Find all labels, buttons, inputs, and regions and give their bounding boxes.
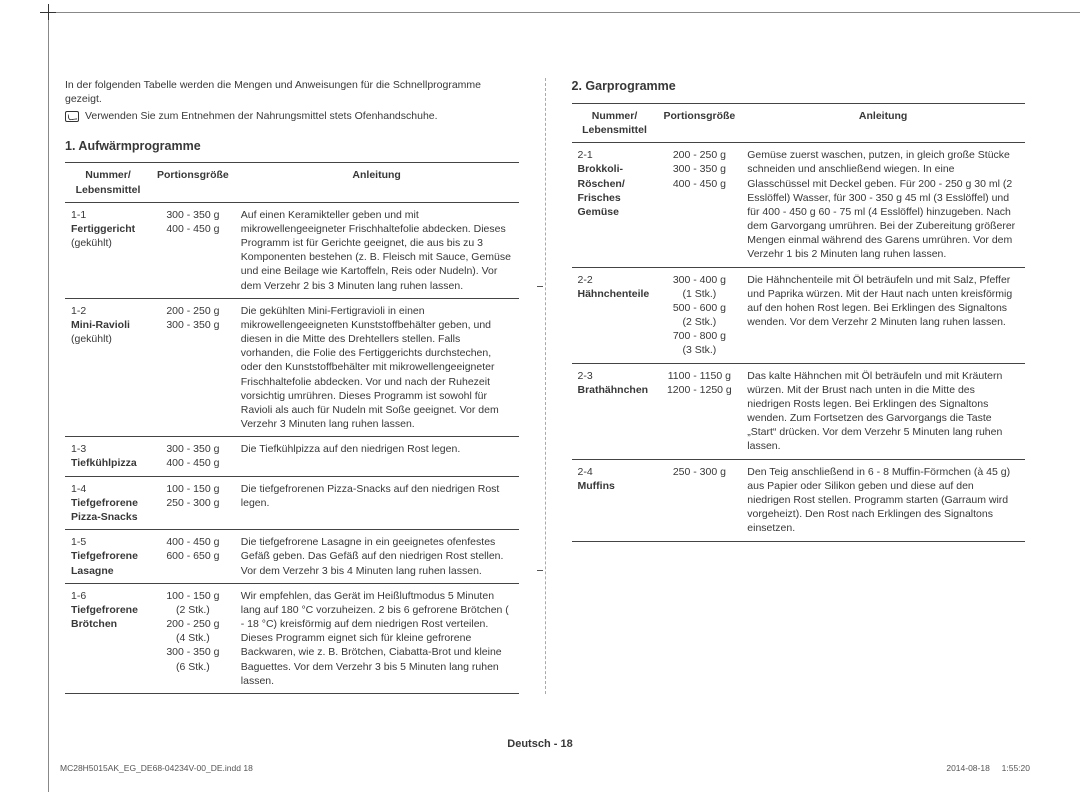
th-anleitung-2: Anleitung — [741, 103, 1025, 142]
hint-text: Verwenden Sie zum Entnehmen der Nahrungs… — [85, 109, 438, 123]
th-portionsgroesse-2: Portionsgröße — [658, 103, 742, 142]
table-row: 2-3Brathähnchen1100 - 1150 g1200 - 1250 … — [572, 363, 1026, 459]
section-2-title: 2. Garprogramme — [572, 78, 1026, 95]
timestamp: 2014-08-18 1:55:20 — [946, 763, 1030, 774]
table-row: 1-5Tiefgefrorene Lasagne400 - 450 g600 -… — [65, 530, 519, 584]
table-row: 1-2Mini-Ravioli(gekühlt)200 - 250 g300 -… — [65, 298, 519, 437]
table-row: 1-3Tiefkühlpizza300 - 350 g400 - 450 gDi… — [65, 437, 519, 476]
table-row: 2-1Brokkoli-Röschen/ Frisches Gemüse200 … — [572, 143, 1026, 267]
indd-filename: MC28H5015AK_EG_DE68-04234V-00_DE.indd 18 — [60, 763, 253, 774]
section-1-title: 1. Aufwärmprogramme — [65, 138, 519, 155]
th-portionsgroesse: Portionsgröße — [151, 163, 235, 202]
table-row: 1-1Fertiggericht(gekühlt)300 - 350 g400 … — [65, 202, 519, 298]
table-row: 2-4Muffins250 - 300 gDen Teig anschließe… — [572, 459, 1026, 541]
table-row: 2-2Hähnchenteile300 - 400 g(1 Stk.)500 -… — [572, 267, 1026, 363]
table-row: 1-4Tiefgefrorene Pizza-Snacks100 - 150 g… — [65, 476, 519, 530]
th-lebensmittel-2: Nummer/Lebensmittel — [572, 103, 658, 142]
oven-glove-icon — [65, 111, 79, 122]
table-row: 1-6Tiefgefrorene Brötchen100 - 150 g(2 S… — [65, 583, 519, 693]
page-footer: Deutsch - 18 — [0, 737, 1080, 752]
intro-text: In der folgenden Tabelle werden die Meng… — [65, 78, 519, 106]
th-lebensmittel: Nummer/Lebensmittel — [65, 163, 151, 202]
table-aufwaermprogramme: Nummer/Lebensmittel Portionsgröße Anleit… — [65, 162, 519, 694]
table-garprogramme: Nummer/Lebensmittel Portionsgröße Anleit… — [572, 103, 1026, 542]
th-anleitung: Anleitung — [235, 163, 519, 202]
